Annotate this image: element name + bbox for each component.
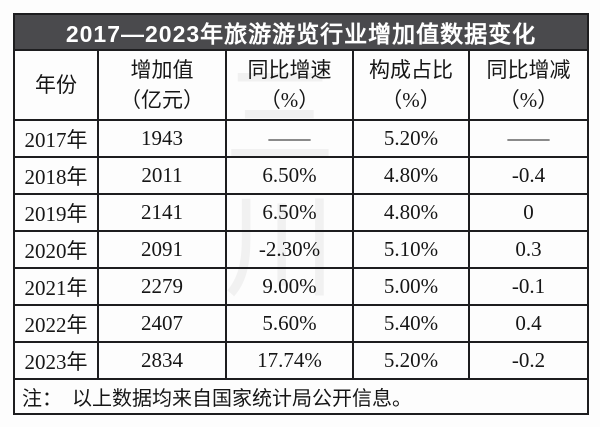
cell-yoy-growth: 6.50%	[225, 156, 354, 195]
col-header-year-label: 年份	[35, 72, 77, 97]
cell-composition-ratio: 5.40%	[352, 304, 470, 343]
table-row-2019: 2019年 2141 6.50% 4.80% 0	[13, 193, 589, 232]
cell-yoy-change: 0.3	[468, 230, 589, 269]
table-title: 2017—2023年旅游游览行业增加值数据变化	[13, 13, 589, 51]
cell-yoy-growth: 9.00%	[225, 267, 354, 306]
note-row: 注： 以上数据均来自国家统计局公开信息。	[13, 378, 589, 415]
cell-yoy-change: ——	[468, 119, 589, 158]
col-header-composition-ratio-unit: （%）	[381, 88, 441, 112]
cell-composition-ratio: 4.80%	[352, 193, 470, 232]
cell-added-value: 1943	[97, 119, 227, 158]
cell-added-value: 2834	[97, 341, 227, 380]
cell-yoy-change: 0	[468, 193, 589, 232]
cell-yoy-growth: ——	[225, 119, 354, 158]
col-header-yoy-change: 同比增减 （%）	[468, 49, 589, 121]
col-header-yoy-growth-unit: （%）	[259, 88, 320, 112]
cell-year: 2020年	[13, 230, 99, 269]
col-header-added-value-unit: （亿元）	[120, 88, 204, 112]
cell-year: 2019年	[13, 193, 99, 232]
cell-added-value: 2011	[97, 156, 227, 195]
cell-yoy-change: -0.1	[468, 267, 589, 306]
source-note-prefix: 注：	[22, 388, 62, 410]
cell-yoy-change: 0.4	[468, 304, 589, 343]
cell-added-value: 2279	[97, 267, 227, 306]
cell-yoy-growth: 6.50%	[225, 193, 354, 232]
cell-year: 2017年	[13, 119, 99, 158]
cell-yoy-change: -0.4	[468, 156, 589, 195]
col-header-year: 年份	[13, 49, 99, 121]
col-header-added-value: 增加值 （亿元）	[97, 49, 227, 121]
cell-added-value: 2091	[97, 230, 227, 269]
source-note-text: 以上数据均来自国家统计局公开信息。	[72, 388, 412, 410]
cell-composition-ratio: 5.20%	[352, 119, 470, 158]
cell-added-value: 2141	[97, 193, 227, 232]
table-row-2021: 2021年 2279 9.00% 5.00% -0.1	[13, 267, 589, 306]
cell-yoy-change: -0.2	[468, 341, 589, 380]
cell-year: 2022年	[13, 304, 99, 343]
col-header-yoy-growth-label: 同比增速	[247, 57, 332, 82]
cell-yoy-growth: 5.60%	[225, 304, 354, 343]
table-row-2022: 2022年 2407 5.60% 5.40% 0.4	[13, 304, 589, 343]
cell-yoy-growth: 17.74%	[225, 341, 354, 380]
table-row-2017: 2017年 1943 —— 5.20% ——	[13, 119, 589, 158]
cell-year: 2023年	[13, 341, 99, 380]
col-header-composition-ratio: 构成占比 （%）	[352, 49, 470, 121]
cell-year: 2018年	[13, 156, 99, 195]
cell-composition-ratio: 5.10%	[352, 230, 470, 269]
col-header-yoy-change-label: 同比增减	[486, 57, 571, 82]
header-row: 年份 增加值 （亿元） 同比增速 （%） 构成占比 （%） 同比增减 （%	[13, 49, 589, 121]
col-header-yoy-growth: 同比增速 （%）	[225, 49, 354, 121]
cell-yoy-growth: -2.30%	[225, 230, 354, 269]
cell-year: 2021年	[13, 267, 99, 306]
table-row-2018: 2018年 2011 6.50% 4.80% -0.4	[13, 156, 589, 195]
source-note: 注： 以上数据均来自国家统计局公开信息。	[13, 378, 589, 415]
cell-added-value: 2407	[97, 304, 227, 343]
cell-composition-ratio: 5.20%	[352, 341, 470, 380]
table-row-2020: 2020年 2091 -2.30% 5.10% 0.3	[13, 230, 589, 269]
tourism-added-value-table: 2017—2023年旅游游览行业增加值数据变化 年份 增加值 （亿元） 同比增速…	[13, 13, 589, 415]
cell-composition-ratio: 5.00%	[352, 267, 470, 306]
col-header-composition-ratio-label: 构成占比	[369, 57, 453, 82]
table-row-2023: 2023年 2834 17.74% 5.20% -0.2	[13, 341, 589, 380]
col-header-added-value-label: 增加值	[130, 57, 194, 82]
col-header-yoy-change-unit: （%）	[498, 88, 559, 112]
cell-composition-ratio: 4.80%	[352, 156, 470, 195]
title-row: 2017—2023年旅游游览行业增加值数据变化	[13, 13, 589, 51]
